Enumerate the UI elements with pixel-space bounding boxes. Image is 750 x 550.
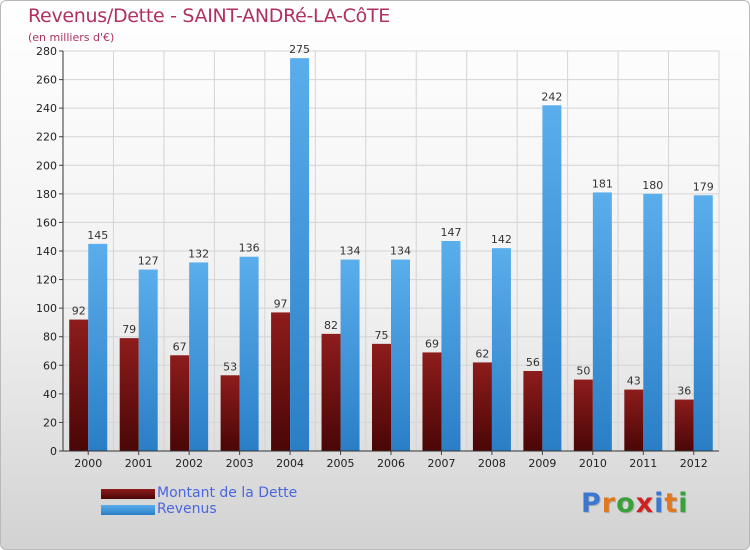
data-label-dette-2001: 79 (122, 323, 136, 336)
data-label-revenus-2003: 136 (239, 242, 260, 255)
y-tick-label: 240 (36, 102, 57, 115)
bar-revenus-2003 (239, 256, 259, 451)
x-tick-label-2000: 2000 (74, 457, 102, 470)
bar-dette-2012 (674, 399, 694, 451)
chart-title: Revenus/Dette - SAINT-ANDRé-LA-CôTE (28, 5, 390, 27)
bar-dette-2010 (573, 379, 593, 451)
legend-label-revenus: Revenus (157, 501, 217, 517)
bar-dette-2001 (119, 338, 139, 451)
data-label-revenus-2001: 127 (138, 255, 159, 268)
data-label-dette-2002: 67 (173, 340, 187, 353)
x-tick-label-2001: 2001 (125, 457, 153, 470)
chart-subtitle: (en milliers d'€) (28, 31, 115, 44)
bar-revenus-2004 (290, 58, 310, 452)
y-tick-label: 100 (36, 302, 57, 315)
data-label-dette-2008: 62 (475, 347, 489, 360)
bar-dette-2000 (69, 319, 89, 451)
y-tick-label: 180 (36, 188, 57, 201)
y-tick-label: 160 (36, 216, 57, 229)
y-tick-label: 120 (36, 274, 57, 287)
legend-label-dette: Montant de la Dette (157, 485, 298, 501)
bar-revenus-2002 (189, 262, 209, 451)
bar-revenus-2012 (693, 195, 713, 451)
data-label-dette-2006: 75 (375, 329, 389, 342)
bar-dette-2006 (372, 343, 391, 451)
data-label-revenus-2000: 145 (87, 229, 108, 242)
data-label-revenus-2007: 147 (440, 226, 461, 239)
data-label-revenus-2002: 132 (188, 247, 209, 260)
logo-letter: x (635, 488, 655, 519)
bar-dette-2011 (624, 389, 644, 451)
x-tick-label-2009: 2009 (528, 457, 556, 470)
bar-revenus-2005 (340, 259, 360, 451)
bar-dette-2009 (523, 371, 543, 451)
y-tick-label: 220 (36, 131, 57, 144)
y-tick-label: 0 (50, 445, 57, 458)
x-tick-label-2012: 2012 (680, 457, 708, 470)
logo-letter: t (664, 488, 679, 519)
bar-revenus-2001 (138, 269, 158, 451)
proxiti-logo: Proxiti (581, 488, 689, 519)
logo-letter: o (616, 488, 636, 519)
bar-dette-2004 (271, 312, 291, 451)
y-tick-label: 200 (36, 159, 57, 172)
logo-letter: i (654, 488, 665, 519)
data-label-revenus-2012: 179 (693, 180, 714, 193)
data-label-revenus-2008: 142 (491, 233, 512, 246)
y-tick-label: 20 (43, 416, 57, 429)
bar-revenus-2009 (542, 105, 562, 452)
y-tick-label: 60 (43, 359, 57, 372)
bar-dette-2005 (321, 333, 341, 451)
y-tick-label: 140 (36, 245, 57, 258)
x-tick-label-2003: 2003 (226, 457, 254, 470)
y-tick-label: 40 (43, 388, 57, 401)
bar-revenus-2007 (441, 241, 461, 451)
legend-swatch-dette (101, 489, 155, 499)
data-label-revenus-2010: 181 (592, 177, 613, 190)
legend-swatch-revenus (101, 505, 155, 515)
y-tick-label: 280 (36, 45, 57, 58)
data-label-revenus-2005: 134 (340, 245, 361, 258)
logo-letter: r (601, 488, 617, 519)
bar-dette-2007 (422, 352, 442, 451)
data-label-revenus-2006: 134 (390, 245, 411, 258)
y-tick-label: 80 (43, 331, 57, 344)
data-label-dette-2004: 97 (274, 297, 288, 310)
bar-revenus-2010 (592, 192, 612, 451)
data-label-dette-2011: 43 (627, 375, 641, 388)
data-label-dette-2003: 53 (223, 360, 237, 373)
x-tick-label-2010: 2010 (579, 457, 607, 470)
bar-dette-2008 (472, 362, 492, 451)
bar-revenus-2008 (491, 248, 511, 451)
bar-dette-2003 (220, 375, 240, 451)
x-tick-label-2007: 2007 (427, 457, 455, 470)
y-tick-label: 260 (36, 74, 57, 87)
data-label-dette-2007: 69 (425, 337, 439, 350)
logo-letter: P (581, 488, 602, 519)
x-tick-label-2006: 2006 (377, 457, 405, 470)
data-label-revenus-2011: 180 (642, 179, 663, 192)
data-label-revenus-2009: 242 (541, 90, 562, 103)
data-label-dette-2010: 50 (576, 365, 590, 378)
data-label-dette-2005: 82 (324, 319, 338, 332)
x-tick-label-2005: 2005 (327, 457, 355, 470)
x-tick-label-2008: 2008 (478, 457, 506, 470)
bar-dette-2002 (170, 355, 190, 451)
x-tick-label-2011: 2011 (629, 457, 657, 470)
x-tick-label-2004: 2004 (276, 457, 304, 470)
bar-revenus-2006 (391, 259, 410, 451)
logo-letter: i (678, 488, 689, 519)
data-label-dette-2012: 36 (677, 385, 691, 398)
bar-revenus-2000 (88, 243, 108, 451)
data-label-dette-2009: 56 (526, 356, 540, 369)
bar-revenus-2011 (643, 193, 663, 451)
x-tick-label-2002: 2002 (175, 457, 203, 470)
data-label-dette-2000: 92 (72, 305, 86, 318)
data-label-revenus-2004: 275 (289, 43, 310, 56)
